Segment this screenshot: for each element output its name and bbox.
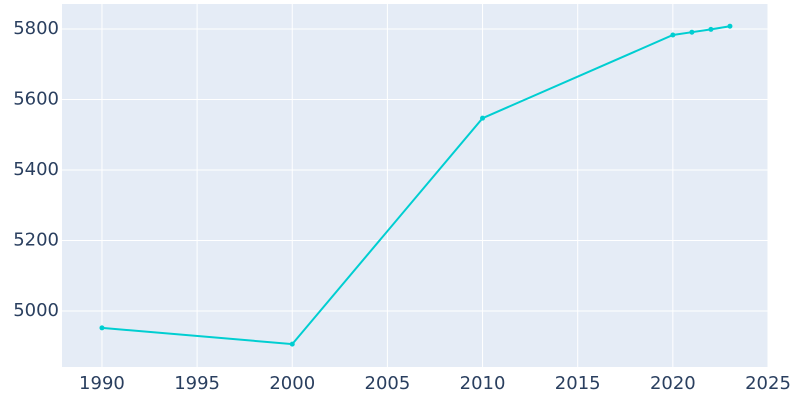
- marker: [480, 115, 486, 121]
- y-tick-label: 5400: [13, 159, 59, 180]
- x-tick-label: 2010: [460, 373, 506, 394]
- x-tick-label: 2020: [650, 373, 696, 394]
- x-tick-label: 2025: [745, 373, 791, 394]
- x-tick-label: 1995: [174, 373, 220, 394]
- marker: [289, 341, 295, 347]
- marker: [670, 32, 676, 38]
- x-tick-label: 2000: [269, 373, 315, 394]
- x-tick-label: 1990: [79, 373, 125, 394]
- x-tick-label: 2005: [365, 373, 411, 394]
- marker: [689, 29, 695, 35]
- marker: [708, 26, 714, 32]
- x-tick-label: 2015: [555, 373, 601, 394]
- y-tick-label: 5200: [13, 229, 59, 250]
- y-tick-label: 5600: [13, 89, 59, 110]
- y-tick-label: 5800: [13, 18, 59, 39]
- marker: [99, 325, 105, 331]
- marker: [727, 23, 733, 29]
- plot-area: [62, 4, 768, 367]
- y-tick-label: 5000: [13, 300, 59, 321]
